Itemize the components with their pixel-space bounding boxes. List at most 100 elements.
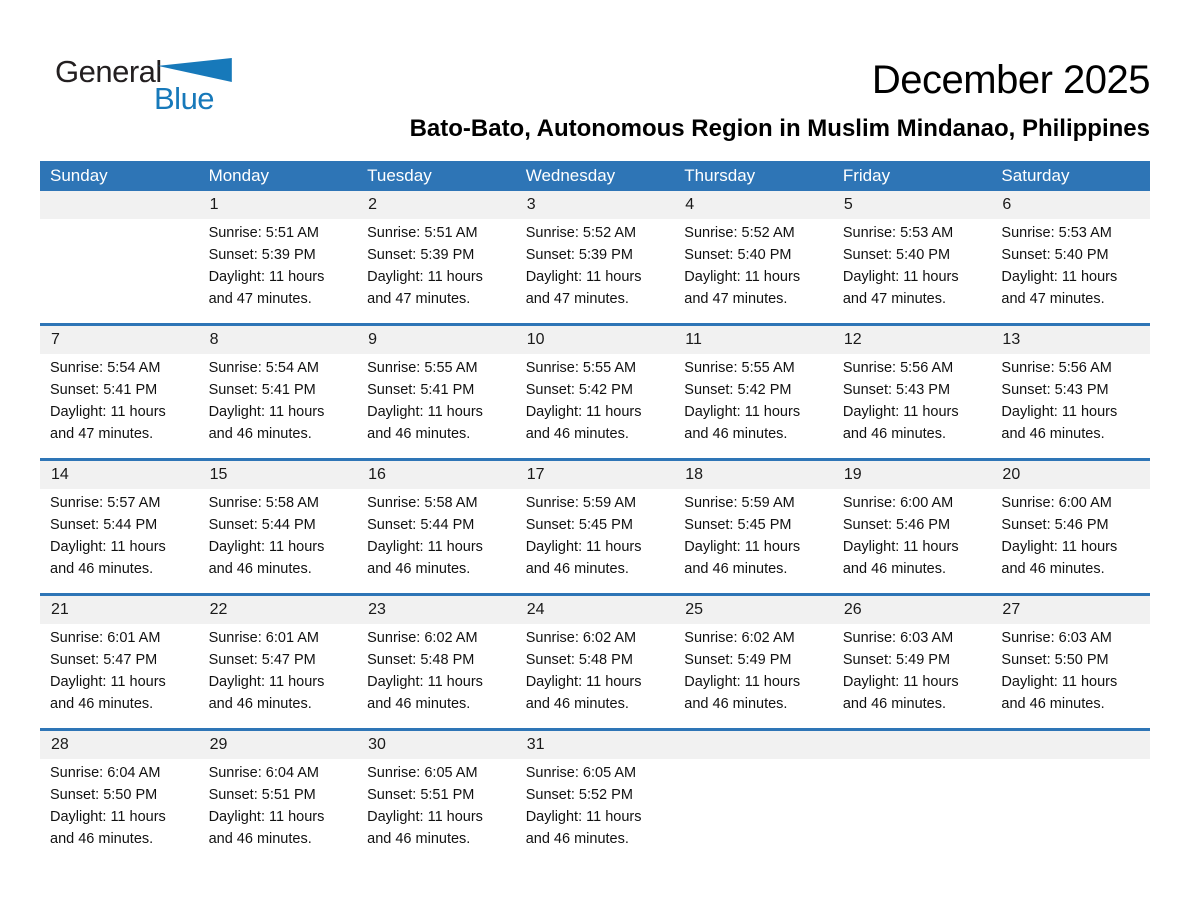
week-content-band: Sunrise: 5:51 AM Sunset: 5:39 PM Daylight:… (40, 219, 1150, 323)
day-info-line: and 46 minutes. (842, 696, 947, 712)
day-cell: Sunrise: 5:52 AM Sunset: 5:40 PM Daylight:… (674, 219, 833, 323)
day-info-line: and 46 minutes. (1001, 696, 1105, 712)
day-info-line: Daylight: 11 hours (208, 674, 325, 690)
day-info-line: Sunset: 5:51 PM (367, 787, 475, 803)
day-info-line: Sunset: 5:40 PM (842, 247, 951, 263)
day-cell: Sunrise: 6:02 AM Sunset: 5:48 PM Daylight:… (357, 624, 516, 728)
day-number: 3 (526, 196, 536, 213)
day-info-line: Sunrise: 5:55 AM (367, 360, 478, 376)
day-cell: Sunrise: 5:56 AM Sunset: 5:43 PM Daylight:… (833, 354, 992, 458)
day-info-line: and 46 minutes. (208, 696, 312, 712)
day-info-line: Daylight: 11 hours (842, 674, 959, 690)
day-info-line: Sunrise: 5:56 AM (1001, 360, 1112, 376)
day-number: 11 (685, 331, 702, 348)
day-info-line: and 46 minutes. (50, 831, 154, 847)
day-info-line: and 46 minutes. (367, 696, 471, 712)
day-info-line: and 46 minutes. (50, 561, 154, 577)
day-number: 31 (526, 736, 545, 753)
day-info-line: and 46 minutes. (684, 561, 788, 577)
day-info-line: Daylight: 11 hours (525, 404, 642, 420)
weekday-tuesday: Tuesday (367, 166, 432, 185)
day-info-line: Sunrise: 6:04 AM (208, 765, 319, 781)
day-cell: Sunrise: 6:03 AM Sunset: 5:50 PM Daylight:… (991, 624, 1150, 728)
week-row: 7 8 9 10 11 12 13 Sunrise: 5:54 AM Sunset: 5:41 … (40, 323, 1150, 458)
day-info-line: and 46 minutes. (367, 561, 471, 577)
day-info-line: Daylight: 11 hours (50, 539, 166, 555)
day-info-line: Daylight: 11 hours (50, 674, 166, 690)
day-info-line: Sunset: 5:41 PM (208, 382, 316, 398)
day-info-line: and 46 minutes. (525, 561, 629, 577)
day-number: 26 (843, 601, 862, 618)
day-info-line: Daylight: 11 hours (367, 809, 483, 825)
day-info-line: and 47 minutes. (367, 291, 471, 307)
day-info-line: and 46 minutes. (367, 426, 471, 442)
day-cell: Sunrise: 5:51 AM Sunset: 5:39 PM Daylight:… (357, 219, 516, 323)
day-info-line: and 47 minutes. (842, 291, 947, 307)
day-cell: Sunrise: 5:58 AM Sunset: 5:44 PM Daylight:… (199, 489, 358, 593)
day-info-line: Sunrise: 5:56 AM (842, 360, 954, 376)
day-info-line: Sunrise: 5:51 AM (208, 225, 319, 241)
day-info-line: Sunrise: 5:58 AM (208, 495, 319, 511)
day-cell: Sunrise: 5:52 AM Sunset: 5:39 PM Daylight:… (516, 219, 675, 323)
day-info-line: Sunset: 5:41 PM (50, 382, 158, 398)
day-info-line: Sunrise: 6:01 AM (208, 630, 319, 646)
logo-text-general: General (55, 54, 162, 89)
day-info-line: and 47 minutes. (1001, 291, 1105, 307)
day-info-line: Daylight: 11 hours (1001, 539, 1118, 555)
day-info-line: Sunrise: 6:02 AM (367, 630, 478, 646)
day-info-line: Sunrise: 6:00 AM (842, 495, 954, 511)
day-info-line: Sunset: 5:40 PM (684, 247, 792, 263)
day-number-band: 28 29 30 31 (40, 731, 1150, 759)
day-info-line: and 46 minutes. (525, 696, 629, 712)
calendar-weeks: 1 2 3 4 5 6 Sunrise: 5:51 AM Sunset: 5:39 PM Day… (40, 191, 1150, 863)
weekday-wednesday: Wednesday (525, 166, 616, 185)
day-info-line: and 46 minutes. (208, 561, 312, 577)
day-cell: Sunrise: 6:02 AM Sunset: 5:49 PM Daylight:… (674, 624, 833, 728)
day-number: 29 (209, 736, 228, 753)
day-cell: Sunrise: 6:04 AM Sunset: 5:50 PM Daylight:… (40, 759, 199, 863)
day-info-line: and 46 minutes. (525, 831, 629, 847)
empty-day-number (833, 731, 992, 759)
day-info-line: Sunrise: 6:04 AM (50, 765, 161, 781)
day-info-line: Sunrise: 6:03 AM (1001, 630, 1112, 646)
day-info-line: Sunset: 5:51 PM (208, 787, 316, 803)
day-number: 21 (51, 601, 69, 618)
day-number: 16 (368, 466, 386, 483)
day-info-line: Sunrise: 5:55 AM (525, 360, 637, 376)
day-cell: Sunrise: 5:53 AM Sunset: 5:40 PM Daylight:… (833, 219, 992, 323)
day-cell: Sunrise: 6:03 AM Sunset: 5:49 PM Daylight:… (833, 624, 992, 728)
page-title: December 2025 (871, 58, 1151, 102)
day-info-line: Sunrise: 5:54 AM (208, 360, 319, 376)
day-info-line: Sunrise: 5:58 AM (367, 495, 478, 511)
week-row: 1 2 3 4 5 6 Sunrise: 5:51 AM Sunset: 5:39 PM Day… (40, 191, 1150, 323)
day-info-line: Daylight: 11 hours (208, 809, 325, 825)
day-number: 28 (51, 736, 69, 753)
day-number-band: 1 2 3 4 5 6 (40, 191, 1150, 219)
day-info-line: Daylight: 11 hours (842, 539, 959, 555)
title-block: December 2025 Bato-Bato, Autonomous Regi… (410, 56, 1151, 143)
weekday-sunday: Sunday (50, 166, 108, 185)
day-info-line: Sunset: 5:39 PM (208, 247, 316, 263)
day-cell: Sunrise: 5:59 AM Sunset: 5:45 PM Daylight:… (516, 489, 675, 593)
day-cell: Sunrise: 5:54 AM Sunset: 5:41 PM Daylight:… (199, 354, 358, 458)
day-info-line: Daylight: 11 hours (208, 404, 325, 420)
day-number: 2 (368, 196, 378, 213)
logo-triangle-icon (157, 58, 232, 82)
day-info-line: Sunrise: 6:02 AM (684, 630, 795, 646)
weekday-monday: Monday (208, 166, 270, 185)
day-info-line: Sunset: 5:40 PM (1001, 247, 1109, 263)
empty-day-number (674, 731, 833, 759)
day-info-line: Daylight: 11 hours (525, 539, 642, 555)
day-cell: Sunrise: 5:53 AM Sunset: 5:40 PM Daylight:… (991, 219, 1150, 323)
day-info-line: Sunset: 5:42 PM (684, 382, 792, 398)
weekday-saturday: Saturday (1001, 166, 1070, 185)
day-number: 27 (1002, 601, 1021, 618)
day-cell: Sunrise: 5:58 AM Sunset: 5:44 PM Daylight:… (357, 489, 516, 593)
general-blue-logo: General Blue (55, 56, 232, 114)
day-cell: Sunrise: 5:57 AM Sunset: 5:44 PM Daylight:… (40, 489, 199, 593)
day-cell: Sunrise: 5:54 AM Sunset: 5:41 PM Daylight:… (40, 354, 199, 458)
day-info-line: Daylight: 11 hours (1001, 674, 1118, 690)
day-info-line: Daylight: 11 hours (50, 809, 166, 825)
day-number: 9 (368, 331, 378, 348)
calendar-table: Sunday Monday Tuesday Wednesday Thursday… (40, 161, 1150, 863)
